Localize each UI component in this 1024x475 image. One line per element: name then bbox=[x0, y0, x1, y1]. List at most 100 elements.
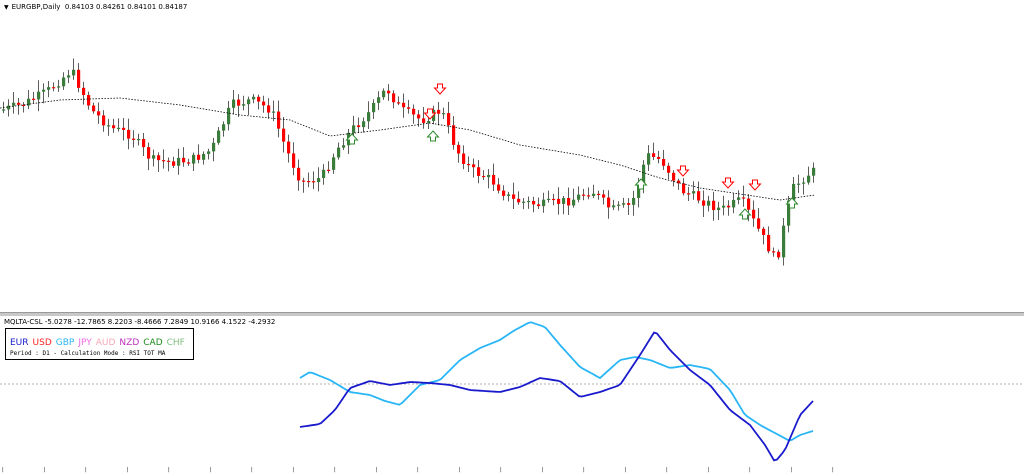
date-tick: | bbox=[43, 467, 46, 473]
moving-average-line bbox=[0, 97, 816, 201]
indicator-pane[interactable] bbox=[0, 315, 1024, 467]
date-tick: | bbox=[541, 467, 544, 473]
date-tick: | bbox=[334, 467, 336, 473]
candle-body bbox=[187, 162, 191, 164]
date-tick: | bbox=[790, 467, 793, 473]
candle-body bbox=[747, 198, 751, 210]
candle-body bbox=[787, 200, 791, 226]
candle-body bbox=[752, 209, 756, 219]
candle-body bbox=[277, 111, 281, 129]
candle-body bbox=[222, 124, 226, 131]
candle-body bbox=[52, 87, 56, 89]
candle-body bbox=[267, 105, 271, 113]
indicator-canvas[interactable] bbox=[0, 315, 1024, 467]
candle-body bbox=[362, 121, 366, 128]
candle-body bbox=[717, 207, 721, 211]
candle-body bbox=[592, 193, 596, 196]
chart-title: ▼ EURGBP,Daily 0.84103 0.84261 0.84101 0.… bbox=[4, 3, 187, 11]
gbp-strength-line bbox=[299, 321, 814, 442]
candle-body bbox=[472, 164, 476, 168]
indicator-settings-text: Period : D1 - Calculation Mode : RSI TOT… bbox=[10, 350, 166, 357]
candle-body bbox=[422, 118, 426, 123]
candle-body bbox=[157, 155, 161, 161]
candle-body bbox=[532, 200, 536, 205]
candle-body bbox=[557, 198, 561, 204]
candle-body bbox=[257, 96, 261, 102]
candle-body bbox=[357, 125, 361, 128]
price-chart-canvas[interactable] bbox=[0, 0, 1024, 312]
candle-body bbox=[367, 112, 371, 122]
candle-body bbox=[152, 155, 156, 159]
candle-body bbox=[92, 105, 96, 112]
candle-body bbox=[442, 113, 446, 115]
candle-body bbox=[577, 194, 581, 200]
candle-body bbox=[87, 95, 91, 106]
date-tick: | bbox=[168, 467, 170, 473]
candle-body bbox=[582, 194, 586, 196]
candle-body bbox=[462, 153, 466, 164]
candle-body bbox=[107, 125, 111, 127]
candle-body bbox=[647, 153, 651, 165]
candle-body bbox=[567, 198, 571, 206]
ohlc-values: 0.84103 0.84261 0.84101 0.84187 bbox=[64, 3, 188, 11]
candle-body bbox=[562, 198, 566, 204]
candle-body bbox=[12, 102, 16, 106]
candle-body bbox=[57, 86, 61, 88]
candle-body bbox=[27, 98, 31, 106]
candle-body bbox=[172, 161, 176, 166]
candle-body bbox=[7, 105, 11, 110]
candle-body bbox=[402, 102, 406, 108]
sell-arrow-icon bbox=[721, 177, 735, 189]
candle-body bbox=[217, 130, 221, 143]
candle-body bbox=[542, 199, 546, 207]
candle-body bbox=[687, 193, 691, 195]
buy-arrow-icon bbox=[738, 208, 752, 220]
candle-body bbox=[537, 204, 541, 207]
candle-body bbox=[652, 153, 656, 157]
candle-body bbox=[677, 180, 681, 184]
date-tick: | bbox=[666, 467, 668, 473]
candle-body bbox=[232, 99, 236, 108]
candle-body bbox=[502, 190, 506, 196]
candle-body bbox=[802, 182, 806, 184]
candle-body bbox=[527, 200, 531, 203]
candle-body bbox=[112, 125, 116, 129]
currency-eur: EUR bbox=[10, 338, 29, 348]
candle-body bbox=[637, 183, 641, 198]
candle-body bbox=[72, 69, 76, 76]
price-chart-pane[interactable] bbox=[0, 0, 1024, 312]
pane-splitter[interactable] bbox=[0, 312, 1024, 316]
dropdown-caret-icon[interactable]: ▼ bbox=[4, 4, 9, 11]
candle-body bbox=[62, 77, 66, 87]
candle-body bbox=[512, 194, 516, 199]
eur-strength-line bbox=[299, 331, 814, 462]
sell-arrow-icon bbox=[676, 165, 690, 177]
currency-aud: AUD bbox=[95, 338, 116, 348]
candle-body bbox=[352, 125, 356, 133]
candle-body bbox=[492, 174, 496, 185]
date-tick: | bbox=[417, 467, 419, 473]
candle-body bbox=[2, 109, 6, 111]
date-tick: | bbox=[458, 467, 461, 473]
candle-body bbox=[97, 111, 101, 116]
buy-arrow-icon bbox=[785, 197, 799, 209]
date-axis: | | | | | | | | | | | | | | | | | | | | | bbox=[0, 467, 1024, 475]
indicator-title: MQLTA-CSL -5.0278 -12.7865 8.2203 -8.466… bbox=[4, 318, 276, 326]
candle-body bbox=[17, 102, 21, 105]
candle-body bbox=[772, 251, 776, 253]
candle-body bbox=[37, 91, 41, 100]
candle-body bbox=[77, 69, 81, 88]
candle-body bbox=[572, 199, 576, 206]
candle-body bbox=[182, 157, 186, 163]
candle-body bbox=[767, 234, 771, 252]
candle-body bbox=[522, 201, 526, 203]
candle-body bbox=[412, 108, 416, 115]
candle-body bbox=[237, 99, 241, 106]
candle-body bbox=[82, 87, 86, 96]
candle-body bbox=[67, 75, 71, 78]
buy-arrow-icon bbox=[426, 130, 440, 142]
candle-body bbox=[482, 175, 486, 178]
candle-body bbox=[122, 127, 126, 130]
candle-body bbox=[712, 200, 716, 211]
